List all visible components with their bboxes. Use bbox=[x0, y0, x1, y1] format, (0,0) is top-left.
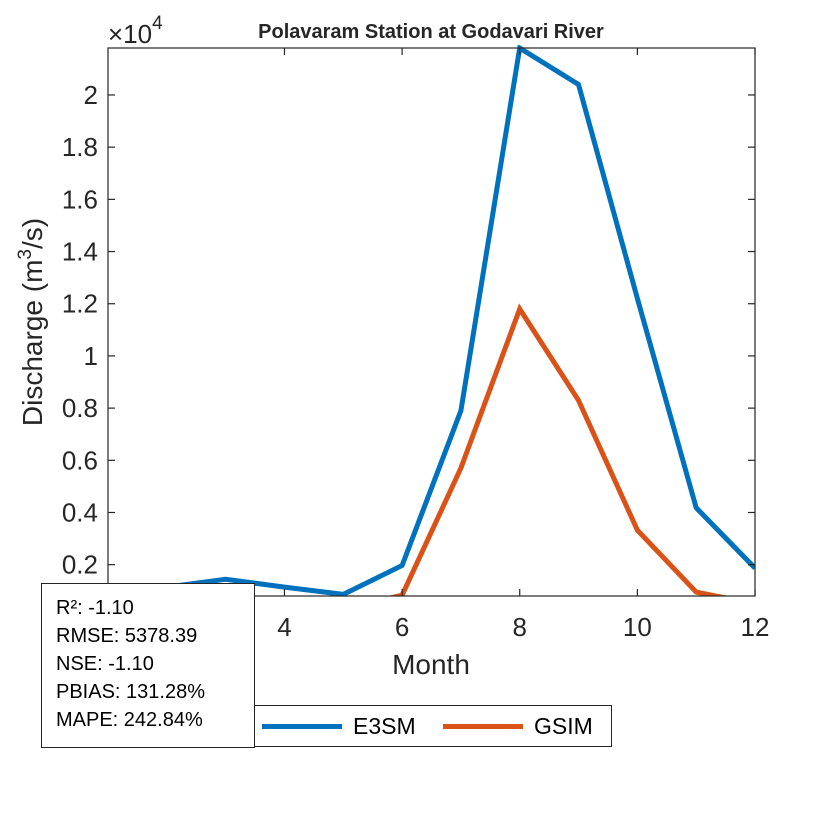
x-tick-label-6: 6 bbox=[395, 612, 409, 642]
x-tick-label-4: 4 bbox=[277, 612, 291, 642]
legend-swatch-e3sm bbox=[262, 723, 342, 729]
stat-nse: NSE: -1.10 bbox=[56, 653, 154, 675]
stat-rmse: RMSE: 5378.39 bbox=[56, 625, 198, 647]
y-exponent-label: ×104 bbox=[108, 13, 163, 49]
y-axis-label-end: /s) bbox=[17, 218, 48, 249]
legend-item-gsim: GSIM bbox=[443, 706, 593, 746]
y-tick-label-1.8: 1.8 bbox=[62, 132, 98, 162]
stat-pbias: PBIAS: 131.28% bbox=[56, 681, 205, 703]
stat-mape: MAPE: 242.84% bbox=[56, 709, 203, 731]
y-axis-label-main: Discharge (m bbox=[17, 260, 48, 426]
axes-frame bbox=[107, 47, 756, 597]
y-axis-label-sup: 3 bbox=[15, 249, 36, 260]
y-tick-label-0.4: 0.4 bbox=[62, 497, 98, 527]
legend-item-e3sm: E3SM bbox=[262, 706, 416, 746]
stat-r2: R²: -1.10 bbox=[56, 597, 134, 619]
y-tick-label-1.2: 1.2 bbox=[62, 289, 98, 319]
y-axis-label: Discharge (m3/s) bbox=[15, 218, 48, 426]
x-tick-label-10: 10 bbox=[623, 612, 652, 642]
legend-swatch-gsim bbox=[443, 723, 523, 729]
y-exponent-prefix: ×10 bbox=[108, 19, 152, 49]
y-tick-label-0.8: 0.8 bbox=[62, 393, 98, 423]
legend-label-e3sm: E3SM bbox=[353, 712, 416, 739]
x-axis-label: Month bbox=[392, 649, 470, 680]
chart-legend: E3SM GSIM bbox=[254, 705, 612, 747]
x-tick-label-8: 8 bbox=[512, 612, 526, 642]
y-tick-label-1.4: 1.4 bbox=[62, 237, 98, 267]
y-tick-label-1: 1 bbox=[84, 341, 98, 371]
y-tick-label-1.6: 1.6 bbox=[62, 184, 98, 214]
legend-label-gsim: GSIM bbox=[534, 712, 593, 739]
series-line-gsim bbox=[387, 303, 729, 596]
chart-title: Polavaram Station at Godavari River bbox=[258, 21, 604, 43]
y-tick-label-0.2: 0.2 bbox=[62, 550, 98, 580]
fit-statistics-box: R²: -1.10 RMSE: 5378.39 NSE: -1.10 PBIAS… bbox=[41, 583, 255, 748]
y-tick-label-0.6: 0.6 bbox=[62, 445, 98, 475]
series-line-e3sm bbox=[108, 45, 755, 596]
x-tick-label-12: 12 bbox=[741, 612, 770, 642]
y-exponent-power: 4 bbox=[152, 13, 163, 34]
y-tick-label-2: 2 bbox=[84, 80, 98, 110]
